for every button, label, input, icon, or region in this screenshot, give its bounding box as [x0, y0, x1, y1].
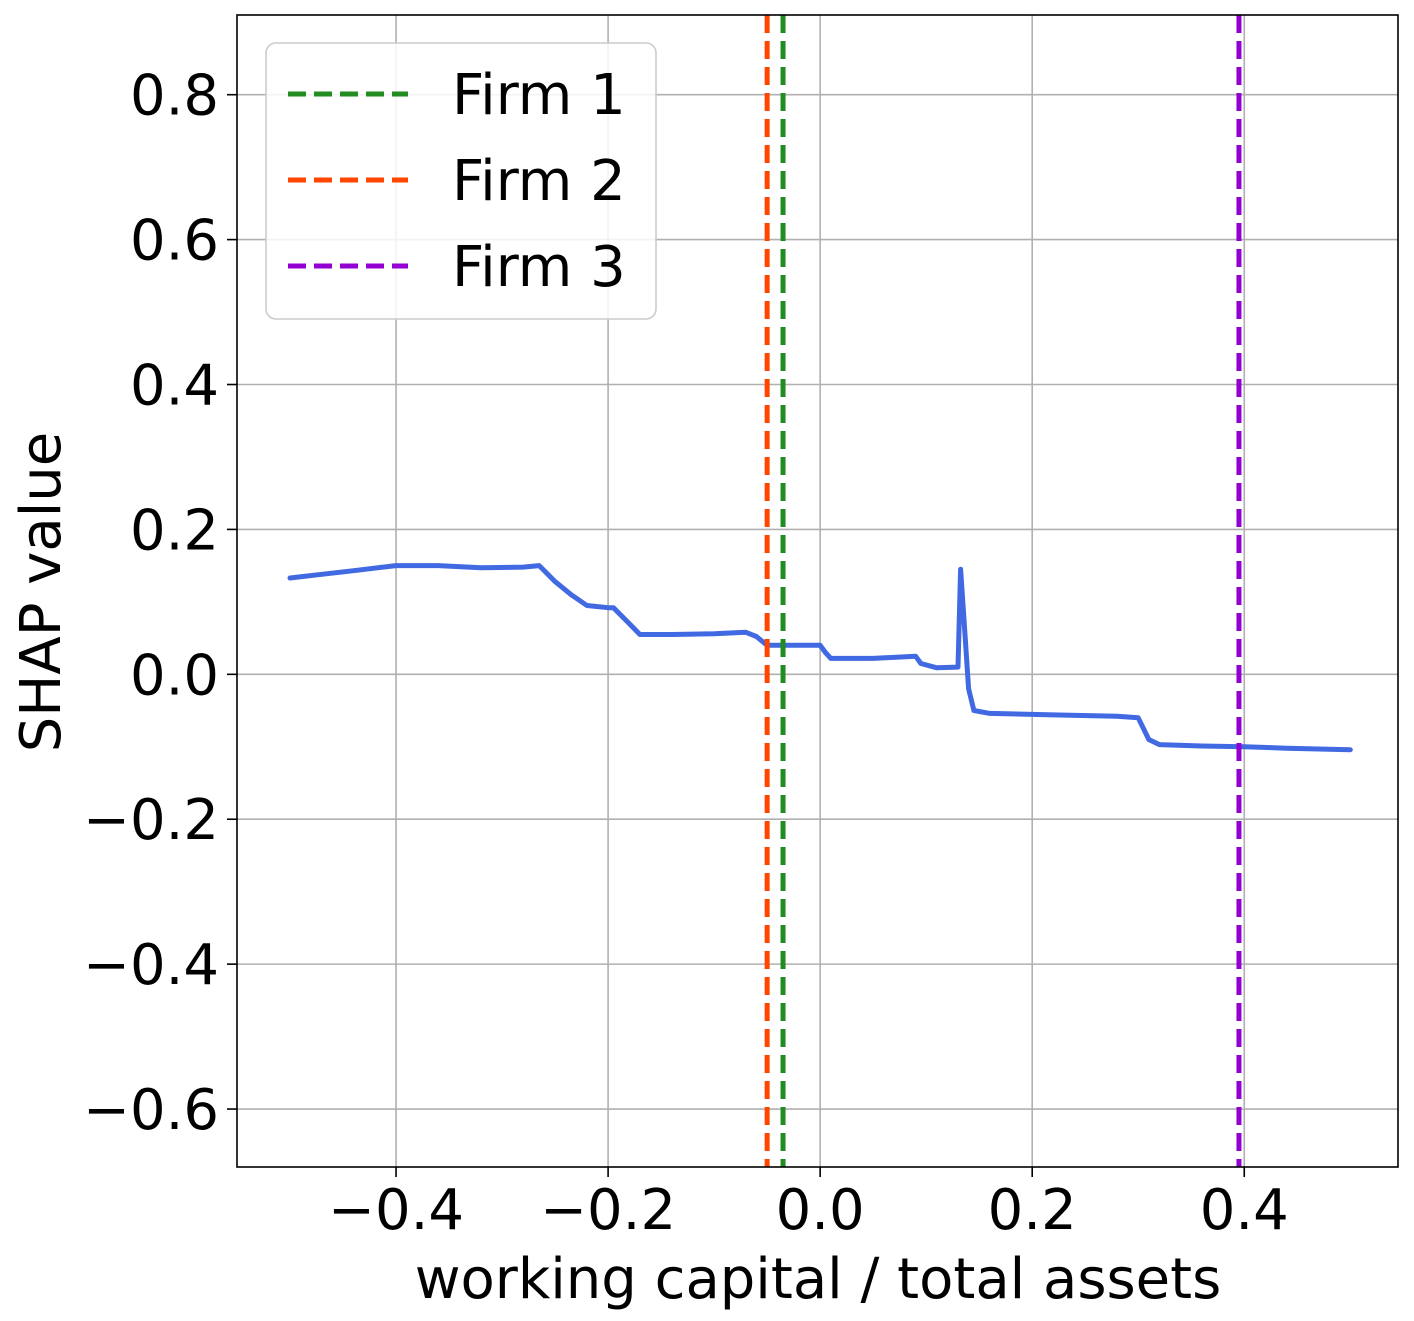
x-tick-label-0: −0.4: [328, 1178, 464, 1243]
y-tick-label-2: 0.4: [130, 354, 219, 419]
x-tick-label-3: 0.2: [988, 1178, 1077, 1243]
y-tick-label-4: 0.0: [130, 643, 219, 708]
x-tick-label-1: −0.2: [540, 1178, 676, 1243]
x-axis-label: working capital / total assets: [415, 1247, 1222, 1312]
legend-label-firm-2: Firm 2: [452, 149, 626, 214]
plot-frame: [236, 14, 1399, 1168]
series-layer: [287, 563, 1353, 753]
legend: Firm 1 Firm 2 Firm 3: [265, 42, 657, 320]
legend-label-firm-1: Firm 1: [452, 63, 626, 128]
y-tick-label-6: −0.4: [83, 933, 219, 998]
y-tick-label-3: 0.2: [130, 498, 219, 563]
y-tick-label-1: 0.6: [130, 209, 219, 274]
firm-lines: [764, 15, 1242, 1167]
y-tick-label-0: 0.8: [130, 64, 219, 129]
y-tick-label-7: −0.6: [83, 1078, 219, 1143]
y-tick-label-5: −0.2: [83, 788, 219, 853]
shap-series-line-0: [287, 563, 1353, 753]
y-axis-label: SHAP value: [9, 432, 74, 753]
y-axis-ticks: 0.8 0.6 0.4 0.2 0.0 −0.2 −0.4 −0.6: [83, 64, 237, 1143]
x-tick-label-2: 0.0: [776, 1178, 865, 1243]
legend-label-firm-3: Firm 3: [452, 235, 626, 300]
x-axis-ticks: −0.4 −0.2 0.0 0.2 0.4: [328, 1167, 1289, 1243]
legend-box: [265, 42, 657, 320]
x-tick-label-4: 0.4: [1200, 1178, 1289, 1243]
